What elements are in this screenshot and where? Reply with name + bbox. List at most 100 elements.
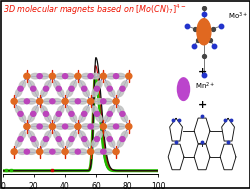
Circle shape bbox=[62, 98, 68, 104]
Circle shape bbox=[88, 74, 93, 79]
Ellipse shape bbox=[28, 81, 34, 89]
Ellipse shape bbox=[117, 88, 123, 97]
Circle shape bbox=[107, 86, 112, 91]
Circle shape bbox=[94, 112, 99, 116]
Ellipse shape bbox=[94, 149, 103, 154]
Circle shape bbox=[119, 137, 124, 142]
Ellipse shape bbox=[64, 124, 74, 129]
Ellipse shape bbox=[70, 131, 76, 139]
Ellipse shape bbox=[19, 81, 26, 89]
Circle shape bbox=[113, 74, 118, 79]
Circle shape bbox=[49, 124, 55, 129]
Ellipse shape bbox=[56, 124, 65, 129]
Ellipse shape bbox=[95, 131, 102, 139]
Ellipse shape bbox=[52, 99, 61, 104]
Ellipse shape bbox=[92, 88, 98, 97]
Circle shape bbox=[37, 74, 42, 79]
Ellipse shape bbox=[53, 131, 60, 139]
Circle shape bbox=[74, 73, 80, 79]
Circle shape bbox=[125, 73, 131, 79]
Ellipse shape bbox=[32, 88, 38, 97]
Ellipse shape bbox=[106, 73, 116, 79]
Circle shape bbox=[24, 124, 30, 129]
Ellipse shape bbox=[52, 149, 61, 154]
Circle shape bbox=[18, 86, 23, 91]
Ellipse shape bbox=[106, 124, 116, 129]
Ellipse shape bbox=[92, 106, 98, 114]
Ellipse shape bbox=[18, 149, 27, 154]
Ellipse shape bbox=[82, 88, 89, 97]
Circle shape bbox=[62, 149, 68, 155]
Circle shape bbox=[24, 73, 30, 79]
Ellipse shape bbox=[77, 99, 86, 104]
Circle shape bbox=[50, 149, 55, 154]
Circle shape bbox=[24, 149, 29, 154]
Ellipse shape bbox=[32, 139, 38, 147]
Ellipse shape bbox=[92, 139, 98, 147]
Ellipse shape bbox=[15, 106, 22, 114]
Ellipse shape bbox=[90, 124, 99, 129]
Ellipse shape bbox=[70, 81, 76, 89]
Ellipse shape bbox=[44, 113, 51, 122]
Ellipse shape bbox=[66, 88, 73, 97]
Ellipse shape bbox=[70, 113, 76, 122]
Ellipse shape bbox=[57, 88, 64, 97]
Ellipse shape bbox=[82, 139, 89, 147]
Circle shape bbox=[94, 86, 99, 91]
Circle shape bbox=[56, 137, 61, 142]
Circle shape bbox=[177, 78, 189, 100]
Circle shape bbox=[18, 112, 23, 116]
Ellipse shape bbox=[64, 73, 74, 79]
Circle shape bbox=[100, 124, 106, 129]
Ellipse shape bbox=[28, 113, 34, 122]
Ellipse shape bbox=[44, 131, 51, 139]
Circle shape bbox=[81, 86, 86, 91]
Ellipse shape bbox=[19, 113, 26, 122]
Circle shape bbox=[107, 137, 112, 142]
Ellipse shape bbox=[66, 139, 73, 147]
Ellipse shape bbox=[104, 131, 111, 139]
Ellipse shape bbox=[41, 106, 47, 114]
Text: Mn$^{2+}$: Mn$^{2+}$ bbox=[194, 81, 214, 92]
Circle shape bbox=[94, 137, 99, 142]
Ellipse shape bbox=[44, 81, 51, 89]
Ellipse shape bbox=[57, 139, 64, 147]
Ellipse shape bbox=[102, 149, 112, 154]
Ellipse shape bbox=[53, 81, 60, 89]
Ellipse shape bbox=[15, 139, 22, 147]
Ellipse shape bbox=[77, 149, 86, 154]
Circle shape bbox=[87, 149, 93, 155]
Circle shape bbox=[62, 124, 68, 129]
Ellipse shape bbox=[79, 131, 85, 139]
Text: +: + bbox=[197, 100, 206, 110]
Ellipse shape bbox=[41, 88, 47, 97]
Circle shape bbox=[88, 124, 93, 129]
Ellipse shape bbox=[26, 149, 36, 154]
Circle shape bbox=[56, 86, 61, 91]
Circle shape bbox=[18, 137, 23, 142]
Circle shape bbox=[112, 98, 119, 104]
Ellipse shape bbox=[18, 99, 27, 104]
Circle shape bbox=[43, 112, 49, 116]
Ellipse shape bbox=[30, 73, 40, 79]
Circle shape bbox=[68, 86, 74, 91]
Ellipse shape bbox=[68, 99, 78, 104]
Ellipse shape bbox=[117, 106, 123, 114]
Ellipse shape bbox=[53, 113, 60, 122]
Circle shape bbox=[119, 112, 124, 116]
Circle shape bbox=[100, 99, 105, 104]
Ellipse shape bbox=[94, 99, 103, 104]
Circle shape bbox=[30, 86, 36, 91]
Ellipse shape bbox=[117, 139, 123, 147]
Ellipse shape bbox=[79, 81, 85, 89]
Circle shape bbox=[11, 149, 17, 155]
Ellipse shape bbox=[108, 139, 114, 147]
Text: +: + bbox=[197, 67, 206, 77]
Ellipse shape bbox=[32, 106, 38, 114]
Circle shape bbox=[125, 124, 131, 129]
Ellipse shape bbox=[102, 99, 112, 104]
Ellipse shape bbox=[115, 73, 125, 79]
Circle shape bbox=[81, 137, 86, 142]
Ellipse shape bbox=[43, 99, 52, 104]
Ellipse shape bbox=[15, 88, 22, 97]
